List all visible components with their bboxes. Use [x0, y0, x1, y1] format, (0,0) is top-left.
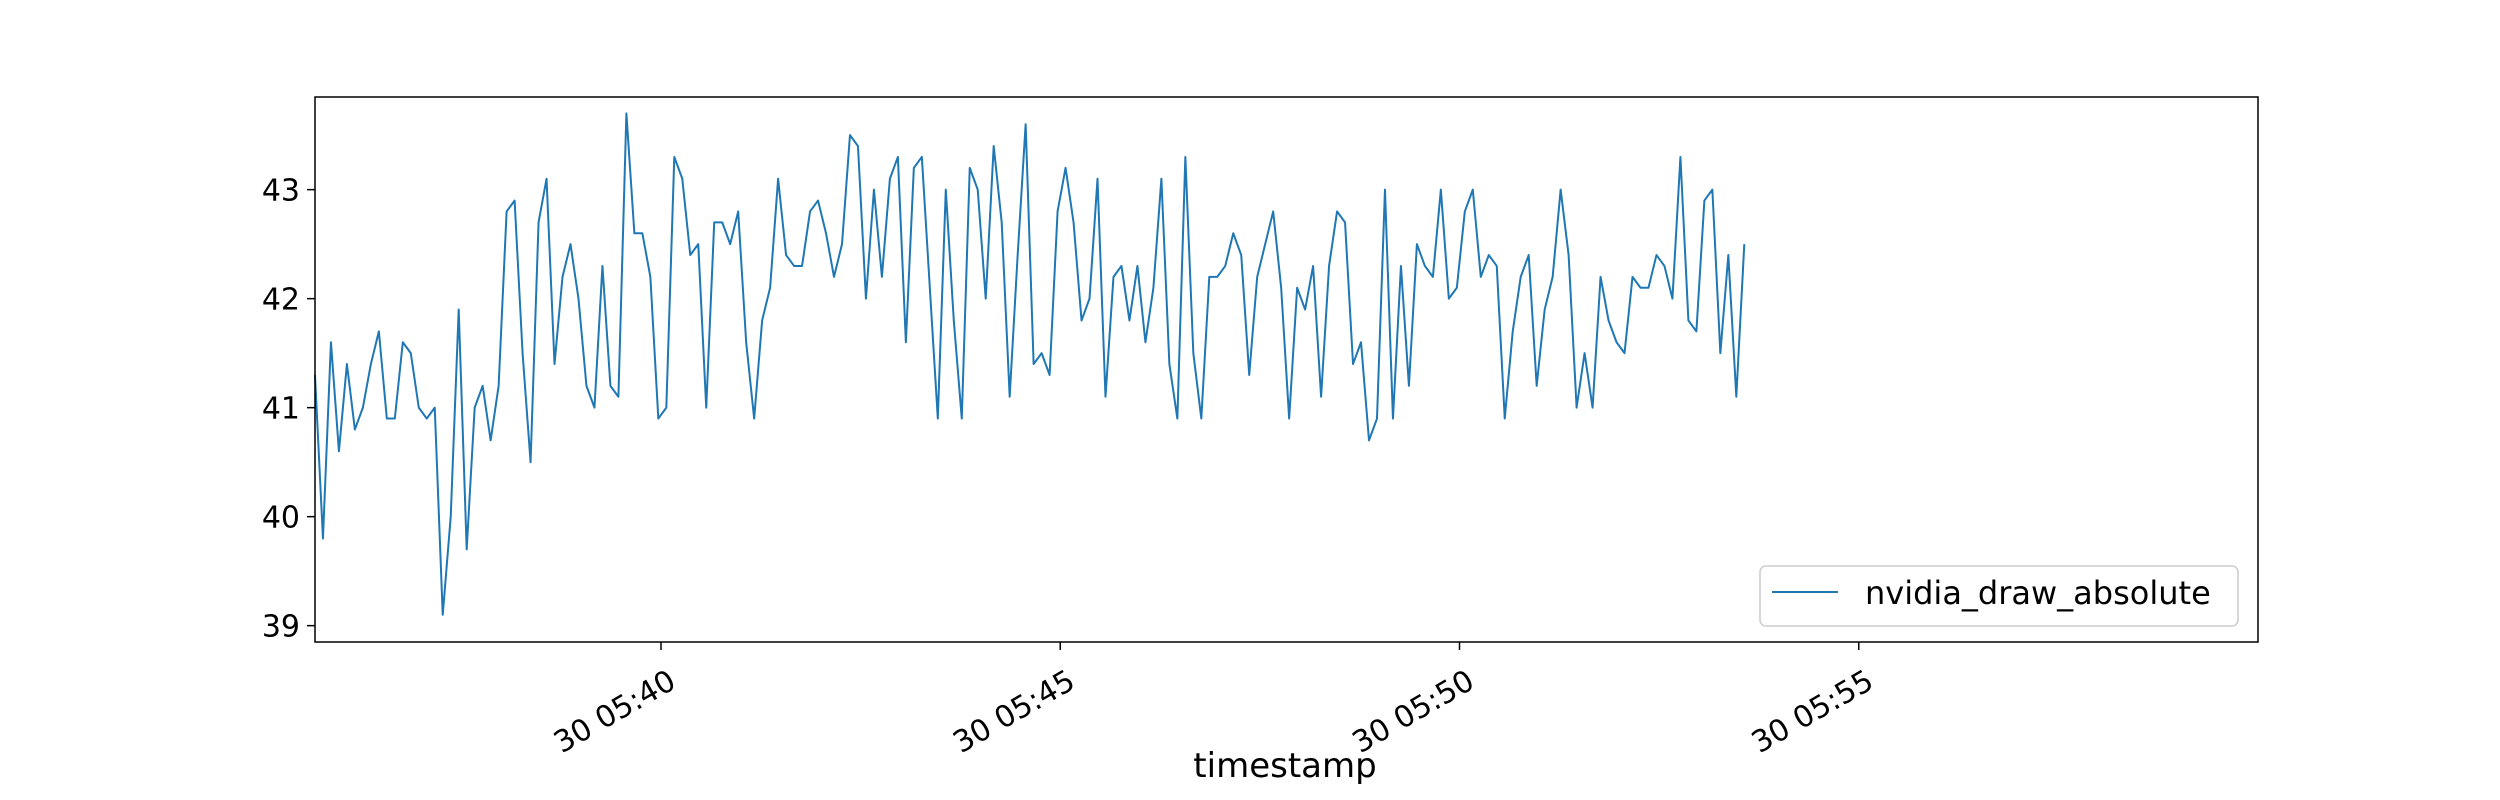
- y-axis-ticks: 39 40 41 42 43: [262, 174, 315, 645]
- y-tick-label: 42: [262, 283, 300, 318]
- legend-label: nvidia_draw_absolute: [1865, 574, 2211, 612]
- legend: nvidia_draw_absolute: [1759, 565, 2239, 627]
- plot-area-frame: [314, 96, 2259, 643]
- x-tick-label: 30 05:55: [1746, 663, 1880, 760]
- x-tick-label: 30 05:45: [947, 663, 1081, 760]
- y-tick-label: 40: [262, 501, 300, 536]
- x-axis-ticks: 30 05:40 30 05:45 30 05:50 30 05:55: [548, 642, 1880, 761]
- y-tick-label: 39: [262, 610, 300, 645]
- y-tick-label: 41: [262, 392, 300, 427]
- x-axis-label: timestamp: [1193, 746, 1376, 786]
- x-tick-label: 30 05:40: [548, 663, 682, 760]
- legend-frame: [1759, 565, 2239, 627]
- y-tick-label: 43: [262, 174, 300, 209]
- series-line-nvidia-draw-absolute: [313, 112, 1746, 616]
